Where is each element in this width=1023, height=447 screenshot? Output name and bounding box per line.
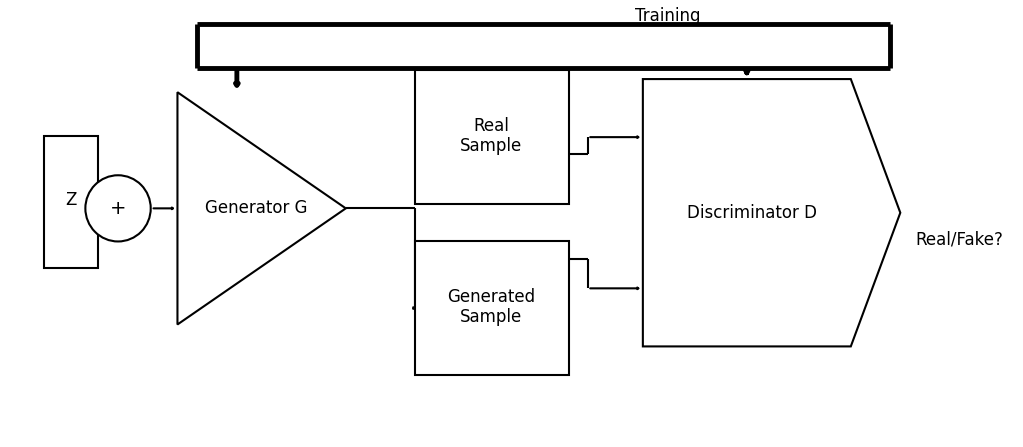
Text: Generator G: Generator G [206,199,308,217]
Text: Real
Sample: Real Sample [460,117,523,156]
Polygon shape [177,92,346,325]
Text: Z: Z [64,190,76,209]
Ellipse shape [85,175,150,241]
Text: Discriminator D: Discriminator D [686,204,816,222]
Text: Training: Training [635,7,701,25]
Text: Generated
Sample: Generated Sample [447,287,535,326]
FancyBboxPatch shape [44,136,98,267]
Text: Real/Fake?: Real/Fake? [916,230,1003,248]
Text: +: + [109,199,126,218]
FancyBboxPatch shape [415,70,569,204]
FancyBboxPatch shape [415,241,569,375]
Polygon shape [642,79,900,346]
